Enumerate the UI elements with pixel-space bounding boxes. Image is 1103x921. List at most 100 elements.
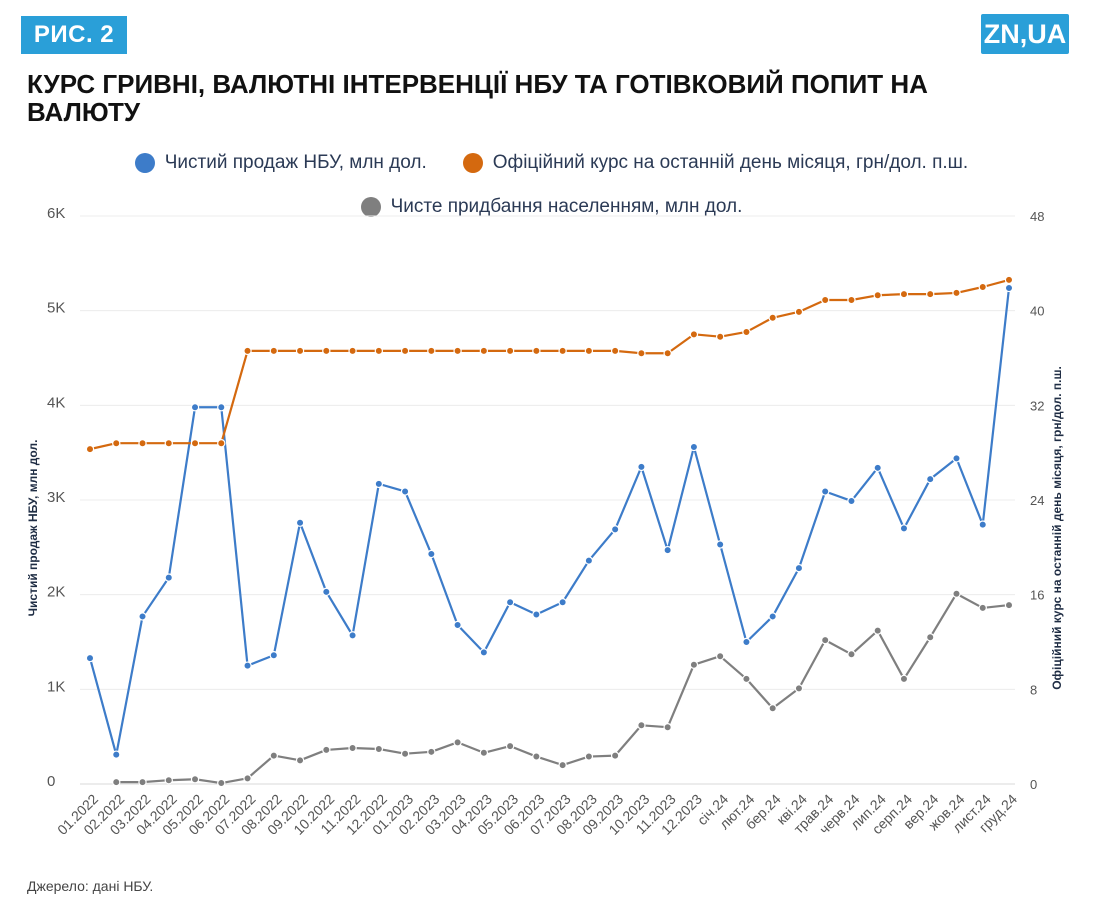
data-point-2: [926, 633, 935, 642]
data-point-2: [637, 721, 646, 730]
data-point-2: [243, 774, 252, 783]
data-point-0: [348, 631, 357, 640]
x-tick-label: 02.2022: [80, 791, 127, 838]
zn-ua-logo: ZN,UA: [981, 14, 1069, 54]
x-tick-label: 11.2023: [632, 791, 679, 838]
x-tick-label: черв.24: [816, 791, 863, 838]
data-point-0: [374, 479, 384, 489]
x-tick-label: 09.2022: [264, 791, 311, 838]
data-point-2: [164, 776, 173, 785]
chart-title: КУРС ГРИВНІ, ВАЛЮТНІ ІНТЕРВЕНЦІЇ НБУ ТА …: [27, 69, 928, 127]
data-point-0: [112, 750, 121, 759]
data-point-0: [322, 587, 331, 597]
data-point-0: [663, 545, 672, 555]
data-point-0: [715, 540, 725, 549]
x-tick-label: кві.24: [773, 791, 810, 828]
x-tick-label: 01.2023: [369, 791, 416, 838]
x-tick-label: 10.2022: [290, 791, 337, 838]
data-point-0: [794, 563, 804, 573]
data-point-1: [453, 346, 462, 356]
data-point-2: [899, 674, 909, 684]
legend-row-1: Чистий продаж НБУ, млн дол. Офіційний ку…: [0, 152, 1103, 174]
data-point-0: [689, 442, 699, 452]
x-tick-label: трав.24: [790, 791, 836, 837]
data-point-2: [689, 660, 699, 669]
y-tick-label-left: 0: [47, 773, 55, 790]
x-tick-label: 09.2023: [579, 791, 626, 838]
data-point-2: [768, 704, 777, 713]
data-point-0: [190, 403, 200, 412]
data-point-0: [558, 598, 567, 607]
data-point-1: [821, 295, 830, 305]
data-point-1: [637, 349, 646, 358]
legend-label-official-rate: Офіційний курс на останній день місяця, …: [492, 152, 969, 173]
data-point-1: [584, 346, 594, 356]
y-tick-label-right: 40: [1030, 304, 1044, 319]
data-point-1: [243, 346, 252, 356]
x-tick-label: 06.2022: [185, 791, 232, 838]
y-tick-label-left: 3K: [47, 489, 65, 506]
legend-item-official-rate: Офіційний курс на останній день місяця, …: [462, 152, 969, 174]
x-tick-label: 02.2023: [395, 791, 442, 838]
data-point-0: [532, 610, 541, 619]
data-point-1: [532, 346, 541, 356]
data-point-2: [217, 778, 226, 788]
x-tick-label: лют.24: [716, 791, 758, 833]
y-tick-label-right: 32: [1030, 398, 1044, 413]
source-note: Джерело: дані НБУ.: [27, 878, 154, 894]
y-axis-label-right: Офіційний курс на останній день місяця, …: [1050, 366, 1064, 690]
x-tick-label: жов.24: [925, 791, 968, 834]
data-point-1: [1004, 275, 1014, 285]
y-tick-label-right: 16: [1030, 588, 1044, 603]
x-tick-label: 05.2023: [474, 791, 521, 838]
data-point-1: [742, 327, 751, 337]
data-point-2: [873, 626, 882, 635]
data-point-0: [742, 637, 751, 647]
x-tick-label: лип.24: [847, 791, 889, 833]
figure-badge: РИС. 2: [21, 16, 127, 54]
x-tick-label: 07.2022: [212, 791, 259, 838]
data-point-0: [821, 487, 830, 496]
data-point-2: [374, 744, 384, 754]
x-tick-label: 03.2023: [422, 791, 469, 838]
data-point-1: [164, 439, 173, 448]
data-point-0: [427, 549, 436, 559]
legend-row-2: Чисте придбання населенням, млн дол.: [0, 196, 1103, 218]
legend-label-population-purchase: Чисте придбання населенням, млн дол.: [390, 196, 743, 217]
data-point-1: [427, 346, 436, 356]
legend-item-population-purchase: Чисте придбання населенням, млн дол.: [360, 196, 743, 218]
data-point-1: [558, 346, 567, 356]
data-point-0: [138, 612, 147, 621]
x-tick-label: лист.24: [949, 791, 994, 836]
data-point-2: [190, 775, 200, 784]
x-tick-label: 07.2023: [527, 791, 574, 838]
data-point-1: [374, 346, 384, 356]
y-axis-label-left: Чистий продаж НБУ, млн дол.: [26, 440, 40, 617]
data-point-2: [112, 777, 121, 787]
data-point-0: [899, 524, 909, 533]
data-point-2: [138, 777, 147, 787]
data-point-2: [295, 756, 305, 765]
data-point-0: [400, 487, 410, 496]
y-tick-label-left: 4K: [47, 394, 65, 411]
data-point-1: [899, 289, 909, 299]
legend-dot-blue-icon: [134, 153, 155, 173]
data-point-2: [348, 743, 357, 753]
data-point-0: [873, 463, 882, 473]
data-point-0: [85, 653, 95, 663]
data-point-2: [742, 674, 751, 684]
y-tick-label-right: 24: [1030, 493, 1044, 508]
data-point-0: [952, 454, 961, 463]
y-tick-label-left: 1K: [47, 678, 65, 695]
data-point-2: [322, 745, 331, 755]
data-point-2: [584, 752, 594, 761]
y-tick-label-left: 2K: [47, 584, 65, 601]
data-point-2: [505, 741, 515, 751]
data-point-2: [715, 652, 725, 661]
data-point-1: [978, 282, 987, 292]
x-tick-label: 04.2023: [448, 791, 495, 838]
x-tick-label: 01.2022: [54, 791, 101, 838]
data-point-1: [794, 307, 804, 317]
data-point-1: [479, 346, 489, 356]
